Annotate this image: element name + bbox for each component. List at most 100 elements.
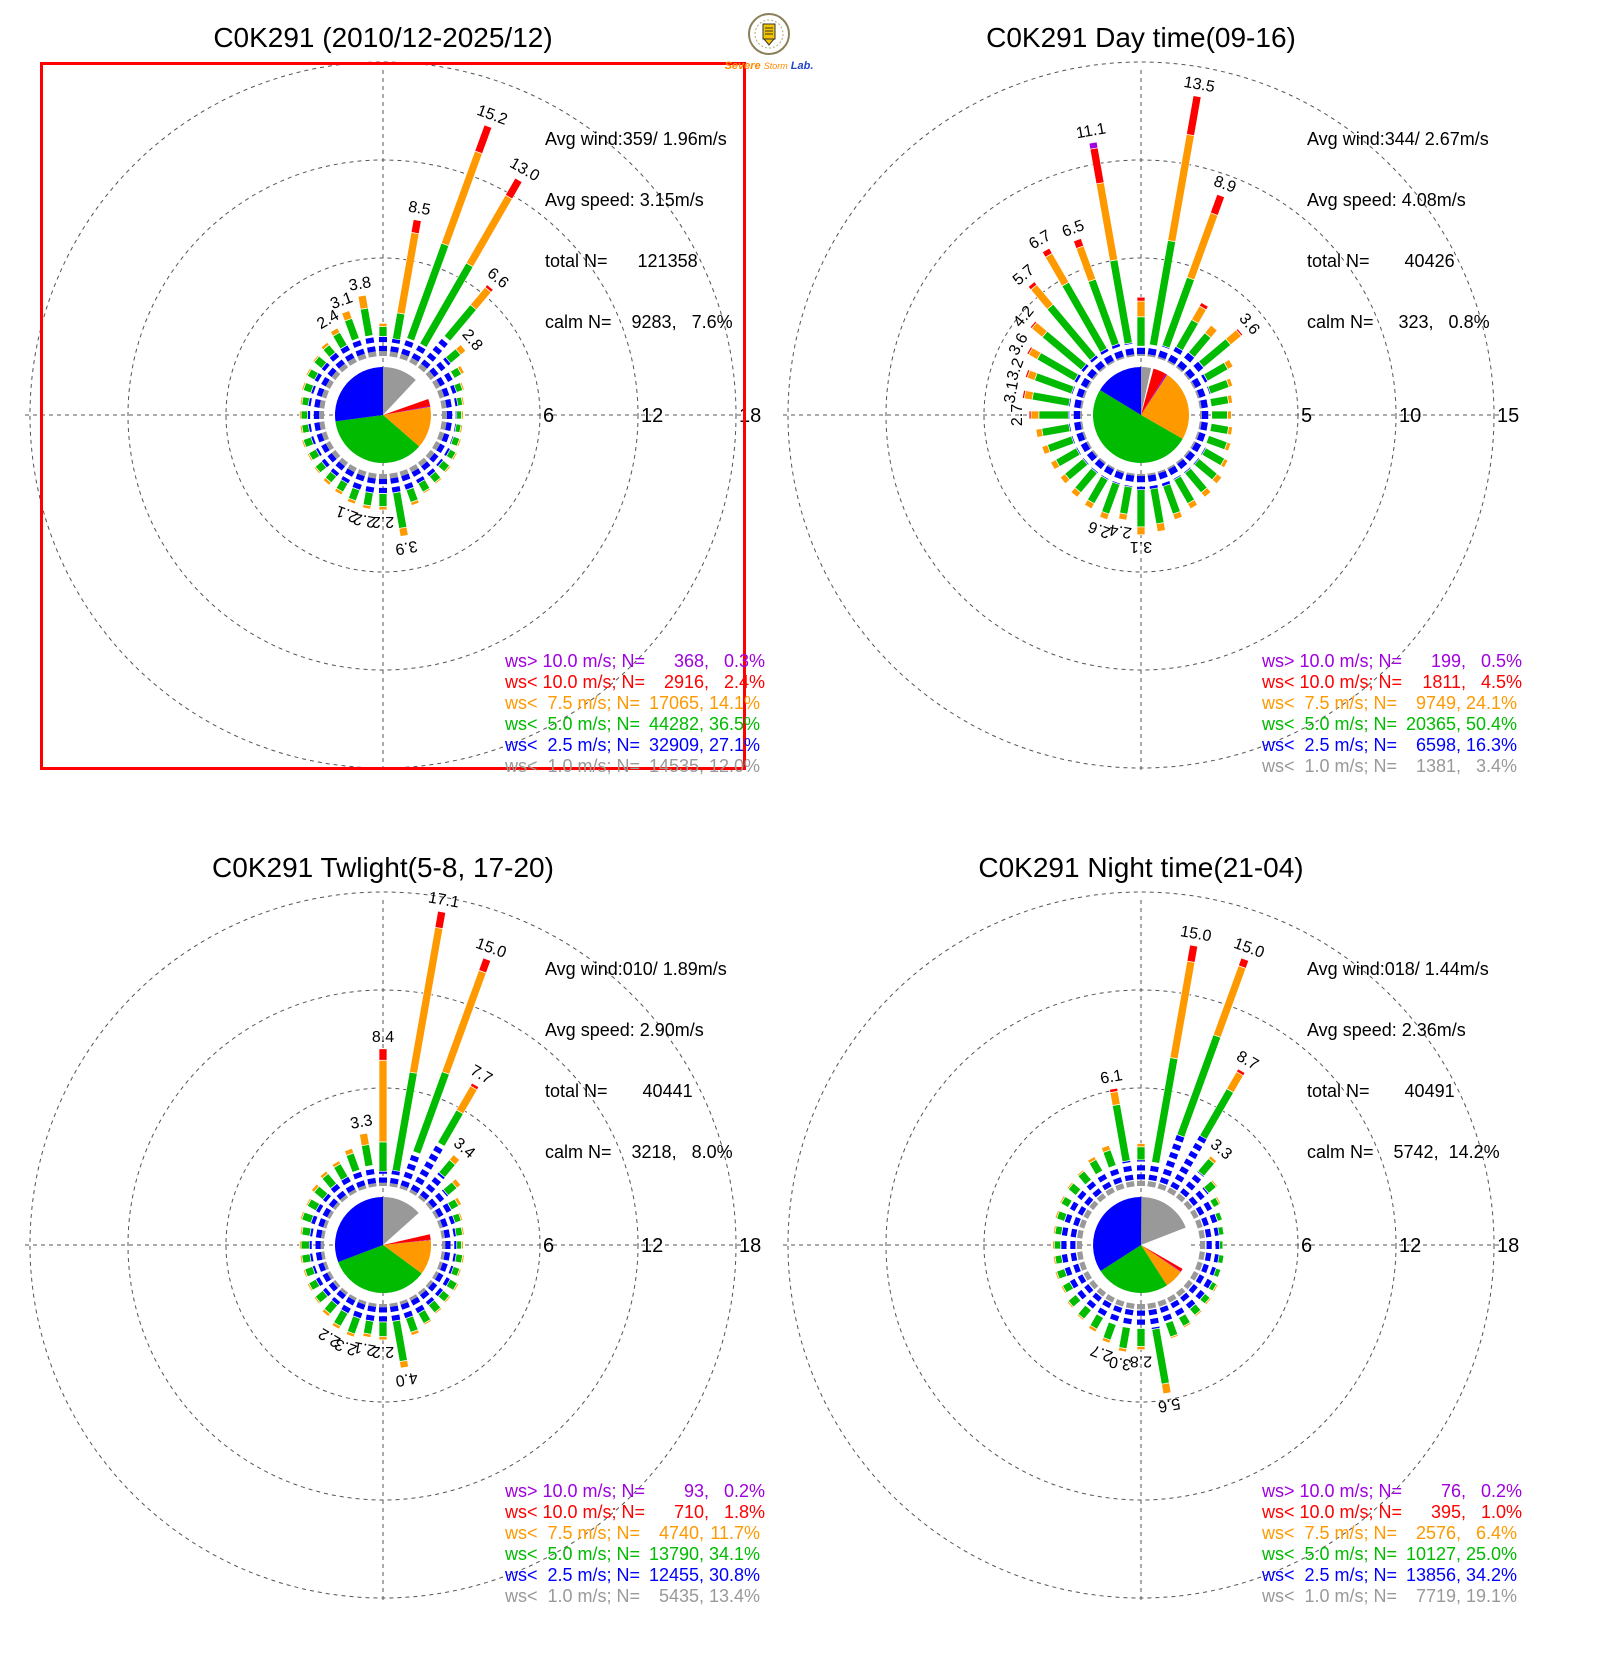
legend-pct: 4.5%: [1481, 672, 1523, 692]
wind-rose-bar: 8.4: [372, 1029, 394, 1186]
legend-count: 5435,: [659, 1586, 705, 1606]
ring-circle: [127, 159, 639, 671]
bar-value-label: 3.8: [348, 274, 373, 295]
legend-count: 2576,: [1416, 1523, 1462, 1543]
bar-value-label: 2.2: [372, 513, 394, 530]
center-pie-white: [383, 1213, 430, 1245]
ring-circle: [225, 257, 541, 573]
ring-label: 18: [739, 405, 761, 427]
wind-rose-bar: [1183, 1279, 1212, 1306]
wind-rose-bar: [1157, 1299, 1179, 1340]
bar-value-label: 15.0: [1231, 935, 1266, 962]
legend-label: ws< 5.0 m/s; N=: [1262, 1544, 1398, 1564]
wind-rose-bar: [1199, 410, 1232, 420]
legend-label: ws< 2.5 m/s; N=: [1262, 1565, 1398, 1585]
wind-rose-bar: [313, 1279, 341, 1305]
center-pie-orange: [383, 1240, 432, 1274]
bar-value-label: 15.0: [473, 935, 508, 962]
wind-rose-bar: [301, 431, 329, 449]
chart-title: C0K291 Night time(21-04): [978, 852, 1304, 883]
wind-rose-bar: 3.8: [348, 274, 377, 358]
wind-rose-bar: [1199, 1240, 1224, 1250]
bar-value-label: 6.5: [1060, 217, 1087, 241]
windrose-plot-overall: 6 12 188.515.213.06.62.83.92.22.22.12.43.1…: [25, 61, 761, 773]
legend-row: ws< 5.0 m/s; N= 20365, 50.4%: [1262, 714, 1522, 735]
legend-label: ws> 10.0 m/s; N=: [505, 1481, 646, 1501]
wind-rose-bar: [299, 410, 325, 420]
lab-name: Severe Storm Lab.: [724, 61, 814, 72]
wind-rose-bar: [1175, 324, 1218, 373]
wind-rose-bar: [437, 381, 465, 399]
ring-label: 18: [1497, 1235, 1519, 1257]
legend-label: ws< 1.0 m/s; N=: [1262, 756, 1398, 776]
bar-value-label: 8.4: [372, 1029, 394, 1046]
wind-rose-bar: [1136, 296, 1146, 356]
bar-value-label: 5.6: [1157, 1394, 1182, 1415]
bar-value-label: 6.1: [1099, 1067, 1124, 1088]
severe-storm-lab-logo: Severe Storm Lab.: [724, 12, 814, 72]
center-pie-purple: [383, 1239, 431, 1245]
ring-label: 5: [1301, 405, 1312, 427]
legend-label: ws< 7.5 m/s; N=: [1262, 693, 1398, 713]
stat-avg-speed: Avg speed: 2.90m/s: [545, 1019, 704, 1040]
legend-count: 395,: [1431, 1502, 1467, 1522]
stat-calm-n: calm N= 9283, 7.6%: [545, 311, 733, 332]
wind-rose-bar: [310, 1183, 341, 1211]
wind-rose-bar: [306, 441, 334, 462]
legend-count: 13856,: [1405, 1565, 1462, 1585]
stat-total-n: total N= 40441: [545, 1080, 693, 1101]
bar-value-label: 2.4: [1108, 520, 1133, 541]
legend-row: ws< 10.0 m/s; N= 395, 1.0%: [1262, 1502, 1522, 1523]
legend-row: ws< 5.0 m/s; N= 44282, 36.5%: [505, 714, 765, 735]
center-pie-gray: [383, 367, 416, 415]
wind-rose-bar: [437, 1261, 462, 1278]
legend-label: ws< 1.0 m/s; N=: [1262, 1586, 1398, 1606]
center-pie-blue: [1093, 1197, 1142, 1271]
stat-calm-n: calm N= 3218, 8.0%: [545, 1141, 733, 1162]
wind-rose-bar: [331, 1160, 357, 1196]
windrose-panel-nighttime: 6 12 18 15.0 15.0 8.7 3.3 5.6 2.8 3.0 2.7 6.1 C0K29…: [783, 830, 1620, 1660]
bar-value-label: 2.3: [333, 1335, 360, 1359]
stat-avg-wind: Avg wind:018/ 1.44m/s: [1307, 958, 1489, 979]
ring-circle: [983, 257, 1299, 573]
wind-rose-bar: [440, 1251, 465, 1264]
bar-value-label: 3.1: [1001, 380, 1022, 405]
center-pie-blue: [335, 367, 383, 422]
center-pie-orange: [1141, 1245, 1181, 1286]
lab-emblem-icon: [748, 13, 790, 55]
wind-rose-bar: [441, 410, 464, 420]
legend-row: ws> 10.0 m/s; N= 93, 0.2%: [505, 1481, 765, 1502]
legend-pct: 34.2%: [1466, 1565, 1518, 1585]
legend-row: ws< 1.0 m/s; N= 7719, 19.1%: [1262, 1586, 1522, 1607]
wind-rose-bar: [305, 1197, 334, 1219]
bar-value-label: 3.2: [1004, 356, 1028, 383]
wind-rose-bar: 4.0: [389, 1302, 419, 1389]
legend-row: ws< 7.5 m/s; N= 2576, 6.4%: [1262, 1523, 1522, 1544]
bar-value-label: 8.9: [1211, 173, 1238, 197]
ring-circle: [983, 1087, 1299, 1403]
legend-row: ws< 7.5 m/s; N= 17065, 14.1%: [505, 693, 765, 714]
wind-rose-bar: [302, 1261, 329, 1278]
legend-count: 32909,: [648, 735, 705, 755]
ring-label: 15: [1497, 405, 1519, 427]
legend-count: 1811,: [1422, 672, 1467, 692]
legend-pct: 34.1%: [709, 1544, 761, 1564]
legend-label: ws> 10.0 m/s; N=: [1262, 651, 1403, 671]
legend-pct: 0.2%: [724, 1481, 766, 1501]
wind-rose-bar: [319, 1170, 349, 1203]
center-pie-blue: [1099, 367, 1141, 415]
wind-rose-bar: [425, 1178, 462, 1211]
legend-count: 17065,: [648, 693, 705, 713]
wind-rose-bar: 15.0: [399, 935, 509, 1191]
wind-rose-bar: [1066, 1181, 1099, 1211]
center-pie-green: [1100, 1245, 1167, 1293]
wind-rose-bar: 2.7: [1009, 404, 1083, 426]
wind-rose-bar: [1066, 1279, 1099, 1309]
wind-rose-bar: [299, 1211, 329, 1229]
legend-row: ws< 10.0 m/s; N= 2916, 2.4%: [505, 672, 765, 693]
legend-count: 14535,: [648, 756, 705, 776]
legend-count: 76,: [1441, 1481, 1467, 1501]
wind-rose-bar: [1167, 1294, 1192, 1329]
legend: ws> 10.0 m/s; N= 368, 0.3% ws< 10.0 m/s; N…: [505, 651, 765, 777]
